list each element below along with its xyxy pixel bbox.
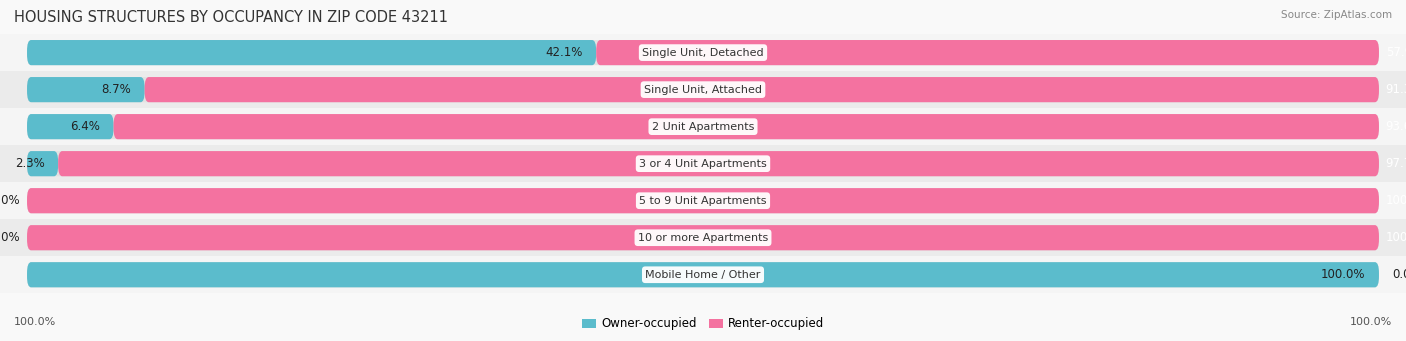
Text: Source: ZipAtlas.com: Source: ZipAtlas.com xyxy=(1281,10,1392,20)
Text: 100.0%: 100.0% xyxy=(1386,194,1406,207)
Text: Mobile Home / Other: Mobile Home / Other xyxy=(645,270,761,280)
Text: 91.3%: 91.3% xyxy=(1386,83,1406,96)
Text: 100.0%: 100.0% xyxy=(1322,268,1365,281)
FancyBboxPatch shape xyxy=(27,114,1379,139)
FancyBboxPatch shape xyxy=(114,114,1379,139)
Legend: Owner-occupied, Renter-occupied: Owner-occupied, Renter-occupied xyxy=(578,313,828,335)
FancyBboxPatch shape xyxy=(0,145,1406,182)
Text: Single Unit, Attached: Single Unit, Attached xyxy=(644,85,762,95)
FancyBboxPatch shape xyxy=(27,151,58,176)
FancyBboxPatch shape xyxy=(58,151,1379,176)
Text: 0.0%: 0.0% xyxy=(0,194,20,207)
Text: 100.0%: 100.0% xyxy=(1386,231,1406,244)
Text: 100.0%: 100.0% xyxy=(14,317,56,327)
Text: 5 to 9 Unit Apartments: 5 to 9 Unit Apartments xyxy=(640,196,766,206)
FancyBboxPatch shape xyxy=(0,71,1406,108)
FancyBboxPatch shape xyxy=(0,256,1406,293)
Text: 2.3%: 2.3% xyxy=(15,157,45,170)
Text: 10 or more Apartments: 10 or more Apartments xyxy=(638,233,768,243)
Text: 42.1%: 42.1% xyxy=(546,46,582,59)
FancyBboxPatch shape xyxy=(27,225,1379,250)
FancyBboxPatch shape xyxy=(145,77,1379,102)
FancyBboxPatch shape xyxy=(27,262,1379,287)
FancyBboxPatch shape xyxy=(0,34,1406,71)
Text: 57.9%: 57.9% xyxy=(1386,46,1406,59)
FancyBboxPatch shape xyxy=(27,262,1379,287)
FancyBboxPatch shape xyxy=(0,219,1406,256)
Text: 6.4%: 6.4% xyxy=(70,120,100,133)
Text: 8.7%: 8.7% xyxy=(101,83,131,96)
Text: 100.0%: 100.0% xyxy=(1350,317,1392,327)
Text: Single Unit, Detached: Single Unit, Detached xyxy=(643,48,763,58)
FancyBboxPatch shape xyxy=(27,151,1379,176)
Text: 3 or 4 Unit Apartments: 3 or 4 Unit Apartments xyxy=(640,159,766,169)
FancyBboxPatch shape xyxy=(27,225,1379,250)
FancyBboxPatch shape xyxy=(27,188,1379,213)
Text: 97.7%: 97.7% xyxy=(1386,157,1406,170)
FancyBboxPatch shape xyxy=(27,77,145,102)
FancyBboxPatch shape xyxy=(0,182,1406,219)
Text: 93.6%: 93.6% xyxy=(1386,120,1406,133)
FancyBboxPatch shape xyxy=(27,114,114,139)
FancyBboxPatch shape xyxy=(27,77,1379,102)
FancyBboxPatch shape xyxy=(596,40,1379,65)
FancyBboxPatch shape xyxy=(27,40,1379,65)
Text: 0.0%: 0.0% xyxy=(1392,268,1406,281)
FancyBboxPatch shape xyxy=(0,108,1406,145)
FancyBboxPatch shape xyxy=(27,188,1379,213)
Text: HOUSING STRUCTURES BY OCCUPANCY IN ZIP CODE 43211: HOUSING STRUCTURES BY OCCUPANCY IN ZIP C… xyxy=(14,10,449,25)
Text: 0.0%: 0.0% xyxy=(0,231,20,244)
FancyBboxPatch shape xyxy=(27,40,596,65)
Text: 2 Unit Apartments: 2 Unit Apartments xyxy=(652,122,754,132)
